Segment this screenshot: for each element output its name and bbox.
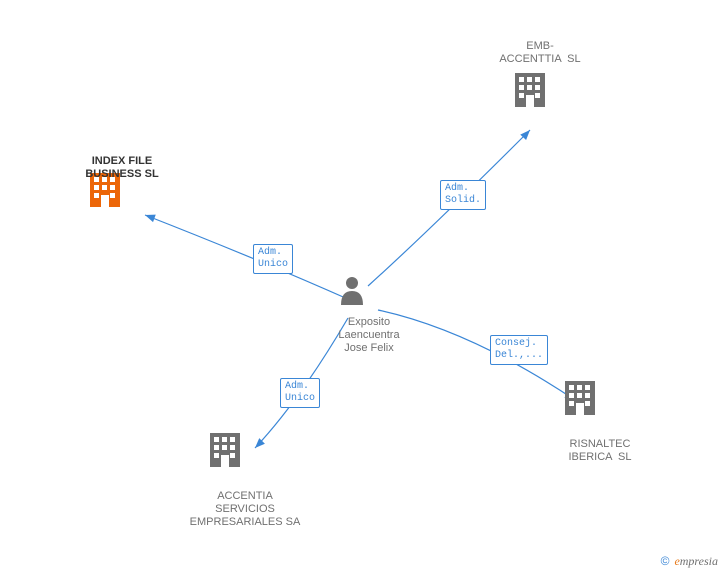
edge-arrowhead [144, 211, 156, 222]
node-label: RISNALTEC IBERICA SL [550, 438, 650, 464]
copyright-symbol: © [661, 554, 670, 568]
person-icon [339, 275, 365, 310]
footer-branding: © empresia [661, 554, 718, 569]
building-icon [563, 379, 597, 417]
center-node-label: Exposito Laencuentra Jose Felix [324, 316, 414, 355]
edge-role-badge: Consej. Del.,... [490, 335, 548, 365]
network-diagram: { "canvas": {"width": 728, "height": 575… [0, 0, 728, 575]
building-icon [513, 71, 547, 109]
edge-arrowhead [520, 127, 533, 140]
brand-rest: mpresia [680, 554, 718, 568]
edge-curve [145, 215, 350, 300]
node-label: ACCENTIA SERVICIOS EMPRESARIALES SA [170, 490, 320, 529]
edge-role-badge: Adm. Unico [253, 244, 293, 274]
node-label: EMB- ACCENTTIA SL [480, 40, 600, 66]
edge-arrowhead [252, 438, 265, 451]
edge-role-badge: Adm. Unico [280, 378, 320, 408]
edge-role-badge: Adm. Solid. [440, 180, 486, 210]
node-label: INDEX FILE BUSINESS SL [72, 155, 172, 181]
building-icon [208, 431, 242, 469]
